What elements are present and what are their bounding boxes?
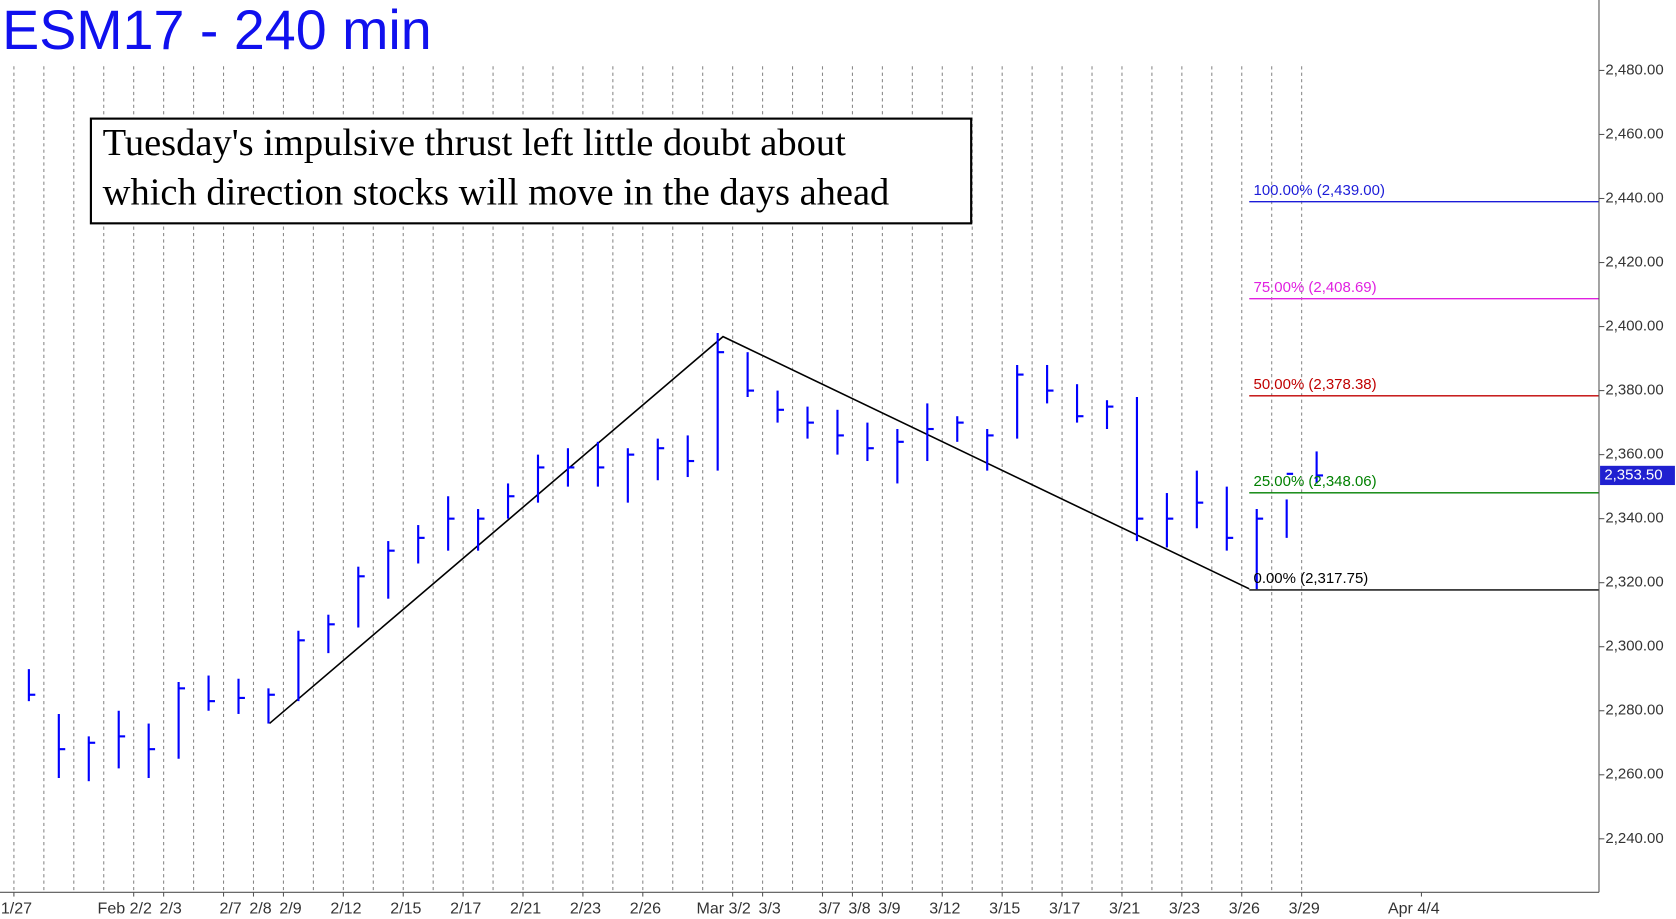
annotation-box (89, 117, 973, 225)
x-tick-label: 3/12 (929, 900, 960, 918)
axis-layer: 2,240.00 2,260.00 2,280.00 2,300.00 2,320.00… (1, 61, 1675, 918)
x-tick-label: 3/9 (878, 900, 900, 918)
y-tick-label: 2,480.00 (1605, 61, 1663, 78)
bars-layer (27, 332, 1324, 782)
x-tick-label: Apr 4/4 (1388, 900, 1440, 918)
x-tick-label: 2/23 (570, 900, 601, 918)
x-tick-label: 3/3 (759, 900, 781, 918)
fib-label: 25.00% (2,348.06) (1254, 473, 1377, 490)
x-tick-label: 2/21 (510, 900, 541, 918)
x-tick-label: Mar 3/2 (697, 900, 751, 918)
annotation-line: Tuesday's impulsive thrust left little d… (103, 122, 846, 164)
x-tick-label: 3/23 (1169, 900, 1200, 918)
y-tick-label: 2,380.00 (1605, 382, 1663, 399)
last-price-label: 2,353.50 (1604, 466, 1662, 483)
y-tick-label: 2,280.00 (1605, 702, 1663, 719)
x-tick-label: 2/26 (630, 900, 661, 918)
last-price-box (1600, 465, 1675, 486)
y-tick-label: 2,460.00 (1605, 125, 1663, 142)
x-tick-label: 2/15 (390, 900, 421, 918)
x-tick-label: 3/8 (848, 900, 870, 918)
y-tick-label: 2,320.00 (1605, 574, 1663, 591)
x-tick-label: 3/26 (1229, 900, 1260, 918)
x-tick-label: 2/3 (160, 900, 182, 918)
y-tick-label: 2,260.00 (1605, 766, 1663, 783)
fib-label: 100.00% (2,439.00) (1254, 182, 1385, 199)
annotation-line: which direction stocks will move in the … (103, 171, 890, 213)
y-tick-label: 2,360.00 (1605, 446, 1663, 463)
fib-label: 0.00% (2,317.75) (1254, 570, 1369, 587)
y-tick-label: 2,400.00 (1605, 318, 1663, 335)
x-tick-label: 2/12 (330, 900, 361, 918)
x-tick-label: 3/29 (1289, 900, 1320, 918)
x-tick-label: 3/7 (818, 900, 840, 918)
fib-layer: 100.00% (2,439.00) 75.00% (2,408.69) 50.00… (1249, 182, 1599, 591)
fib-label: 50.00% (2,378.38) (1254, 376, 1377, 393)
y-tick-label: 2,300.00 (1605, 638, 1663, 655)
x-tick-label: 1/27 (1, 900, 32, 918)
x-tick-label: 2/7 (219, 900, 241, 918)
y-tick-label: 2,440.00 (1605, 189, 1663, 206)
y-tick-label: 2,240.00 (1605, 830, 1663, 847)
x-tick-label: 2/8 (249, 900, 271, 918)
y-tick-label: 2,420.00 (1605, 253, 1663, 270)
trend-line (269, 335, 1250, 725)
chart-title: ESM17 - 240 min (2, 0, 432, 61)
x-tick-label: 3/21 (1109, 900, 1140, 918)
x-tick-label: 3/17 (1049, 900, 1080, 918)
y-tick-label: 2,340.00 (1605, 510, 1663, 527)
x-tick-label: Feb 2/2 (98, 900, 152, 918)
x-tick-label: 3/15 (989, 900, 1020, 918)
x-tick-label: 2/9 (279, 900, 301, 918)
fib-label: 75.00% (2,408.69) (1254, 279, 1377, 296)
x-tick-label: 2/17 (450, 900, 481, 918)
